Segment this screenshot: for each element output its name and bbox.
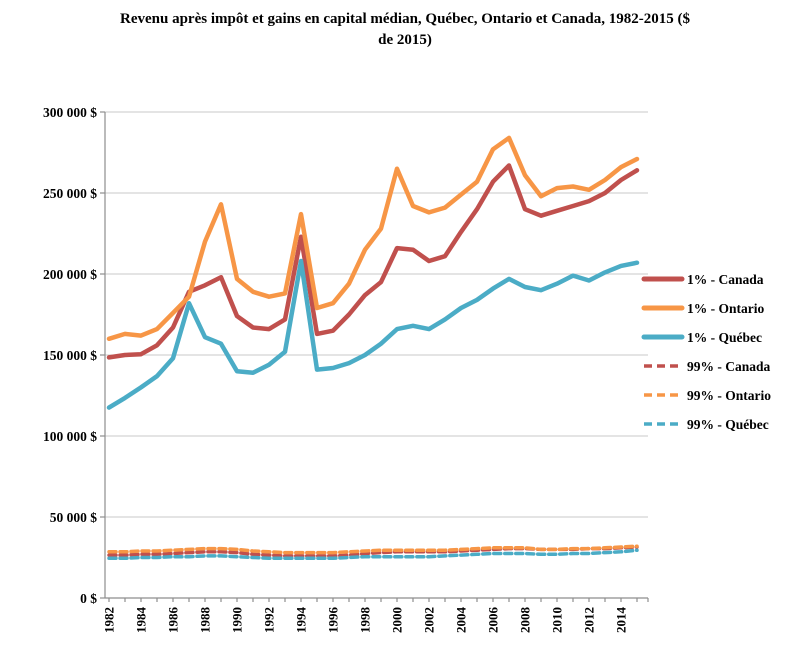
x-tick-label: 1984	[134, 607, 149, 634]
legend-label: 99% - Ontario	[687, 388, 771, 403]
legend-label: 1% - Québec	[687, 330, 762, 345]
y-tick-label: 150 000 $	[43, 348, 97, 363]
chart-title-line2: de 2015)	[378, 32, 432, 48]
y-tick-label: 300 000 $	[43, 105, 97, 120]
x-tick-label: 1990	[230, 607, 245, 633]
legend-label: 1% - Canada	[687, 272, 764, 287]
x-tick-label: 1992	[262, 607, 277, 633]
y-tick-label: 100 000 $	[43, 429, 97, 444]
y-tick-label: 250 000 $	[43, 186, 97, 201]
x-tick-label: 2012	[582, 607, 597, 633]
y-tick-label: 0 $	[80, 591, 97, 606]
chart-title: Revenu après impôt et gains en capital m…	[60, 9, 750, 51]
chart-title-line1: Revenu après impôt et gains en capital m…	[120, 11, 690, 27]
y-tick-label: 50 000 $	[50, 510, 98, 525]
x-tick-label: 2008	[518, 607, 533, 634]
legend-label: 99% - Québec	[687, 417, 769, 432]
x-tick-label: 1996	[326, 607, 341, 634]
series-line-1-ontario	[106, 135, 640, 342]
x-tick-label: 1994	[294, 607, 309, 634]
x-tick-label: 1982	[102, 607, 117, 633]
x-tick-label: 2014	[614, 607, 629, 634]
series-line-1-canada	[106, 163, 640, 360]
x-tick-label: 2000	[390, 607, 405, 633]
legend-label: 99% - Canada	[687, 359, 771, 374]
series-line-99-ontario	[107, 544, 639, 555]
legend-label: 1% - Ontario	[687, 301, 764, 316]
x-tick-label: 1998	[358, 607, 373, 634]
x-tick-label: 1986	[166, 607, 181, 634]
series-line-1-québec	[106, 258, 640, 410]
x-tick-label: 2010	[550, 607, 565, 633]
x-tick-label: 2006	[486, 607, 501, 634]
x-tick-label: 2002	[422, 607, 437, 633]
x-tick-label: 1988	[198, 607, 213, 634]
x-tick-label: 2004	[454, 607, 469, 634]
series-line-99-québec	[107, 548, 639, 561]
y-tick-label: 200 000 $	[43, 267, 97, 282]
